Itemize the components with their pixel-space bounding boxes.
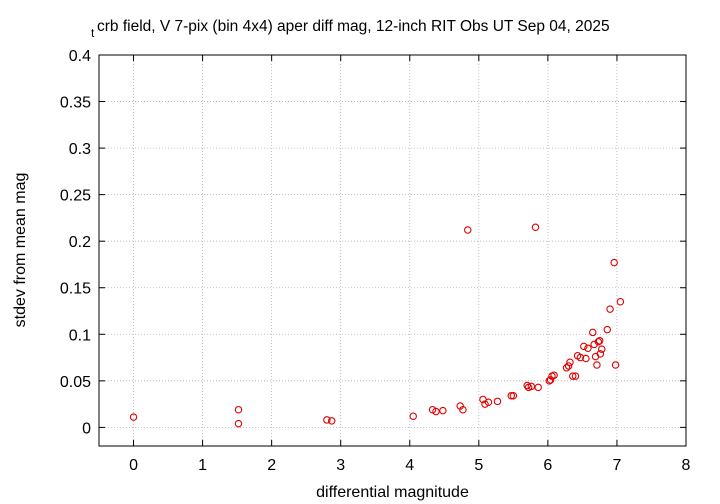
x-tick-label: 2 bbox=[267, 457, 276, 474]
data-point bbox=[584, 344, 592, 352]
data-point bbox=[568, 372, 577, 380]
data-point bbox=[323, 416, 331, 424]
data-point bbox=[611, 361, 620, 369]
x-axis-label: differential magnitude bbox=[316, 484, 469, 501]
data-point bbox=[507, 391, 516, 400]
data-point bbox=[493, 397, 502, 406]
y-tick-label: 0.2 bbox=[69, 234, 91, 251]
grid-lines bbox=[99, 55, 686, 446]
data-point bbox=[571, 372, 580, 380]
data-point bbox=[582, 354, 590, 363]
data-point bbox=[606, 305, 614, 313]
x-tick-label: 1 bbox=[198, 457, 207, 474]
data-point bbox=[580, 342, 588, 351]
data-point bbox=[432, 407, 440, 416]
x-tick-label: 3 bbox=[336, 457, 345, 474]
x-tick-label: 5 bbox=[474, 457, 483, 474]
plot-frame bbox=[98, 54, 687, 447]
y-tick-label: 0.25 bbox=[60, 188, 91, 205]
data-point bbox=[234, 419, 243, 428]
data-point bbox=[534, 383, 542, 392]
y-tick-label: 0.05 bbox=[60, 374, 91, 391]
x-tick-label: 8 bbox=[682, 457, 691, 474]
data-point bbox=[439, 406, 447, 415]
data-point bbox=[596, 350, 605, 358]
data-point bbox=[564, 362, 573, 370]
data-point bbox=[597, 345, 606, 353]
data-point bbox=[589, 328, 597, 337]
data-point bbox=[594, 337, 603, 346]
data-point bbox=[610, 258, 618, 267]
data-point bbox=[593, 361, 601, 369]
data-point bbox=[550, 371, 558, 379]
data-point bbox=[603, 325, 612, 334]
data-point bbox=[327, 417, 336, 425]
data-point bbox=[464, 226, 472, 234]
data-point bbox=[562, 364, 571, 372]
data-point bbox=[531, 223, 540, 231]
data-point bbox=[527, 382, 536, 391]
data-point bbox=[523, 381, 531, 390]
y-tick-label: 0.15 bbox=[60, 281, 91, 298]
y-tick-label: 0.3 bbox=[69, 141, 91, 158]
chart-title-prefix: t bbox=[91, 26, 95, 40]
data-point bbox=[566, 358, 574, 366]
data-point bbox=[409, 412, 417, 420]
x-tick-label: 0 bbox=[129, 457, 138, 474]
y-tick-label: 0.35 bbox=[60, 95, 91, 112]
x-tick-label: 4 bbox=[405, 457, 414, 474]
data-point bbox=[129, 413, 138, 421]
data-points bbox=[129, 223, 625, 428]
data-point bbox=[509, 391, 518, 400]
y-tick-label: 0 bbox=[82, 420, 91, 437]
y-tick-label: 0.1 bbox=[69, 327, 91, 344]
x-tick-label: 6 bbox=[543, 457, 552, 474]
y-axis-label: stdev from mean mag bbox=[12, 173, 29, 328]
data-point bbox=[484, 398, 493, 406]
axis-ticks: 0 1 2 3 4 5 6 7 8 0 0.05 0.1 0.15 0.2 0.25 0.3 0.35 0.4 bbox=[60, 48, 691, 474]
data-point bbox=[234, 405, 243, 414]
data-point bbox=[616, 297, 625, 306]
x-tick-label: 7 bbox=[612, 457, 621, 474]
chart-title: crb field, V 7-pix (bin 4x4) aper diff m… bbox=[97, 18, 610, 35]
data-point bbox=[459, 405, 467, 414]
y-tick-label: 0.4 bbox=[69, 48, 91, 65]
data-point bbox=[576, 353, 585, 362]
data-point bbox=[595, 337, 604, 345]
